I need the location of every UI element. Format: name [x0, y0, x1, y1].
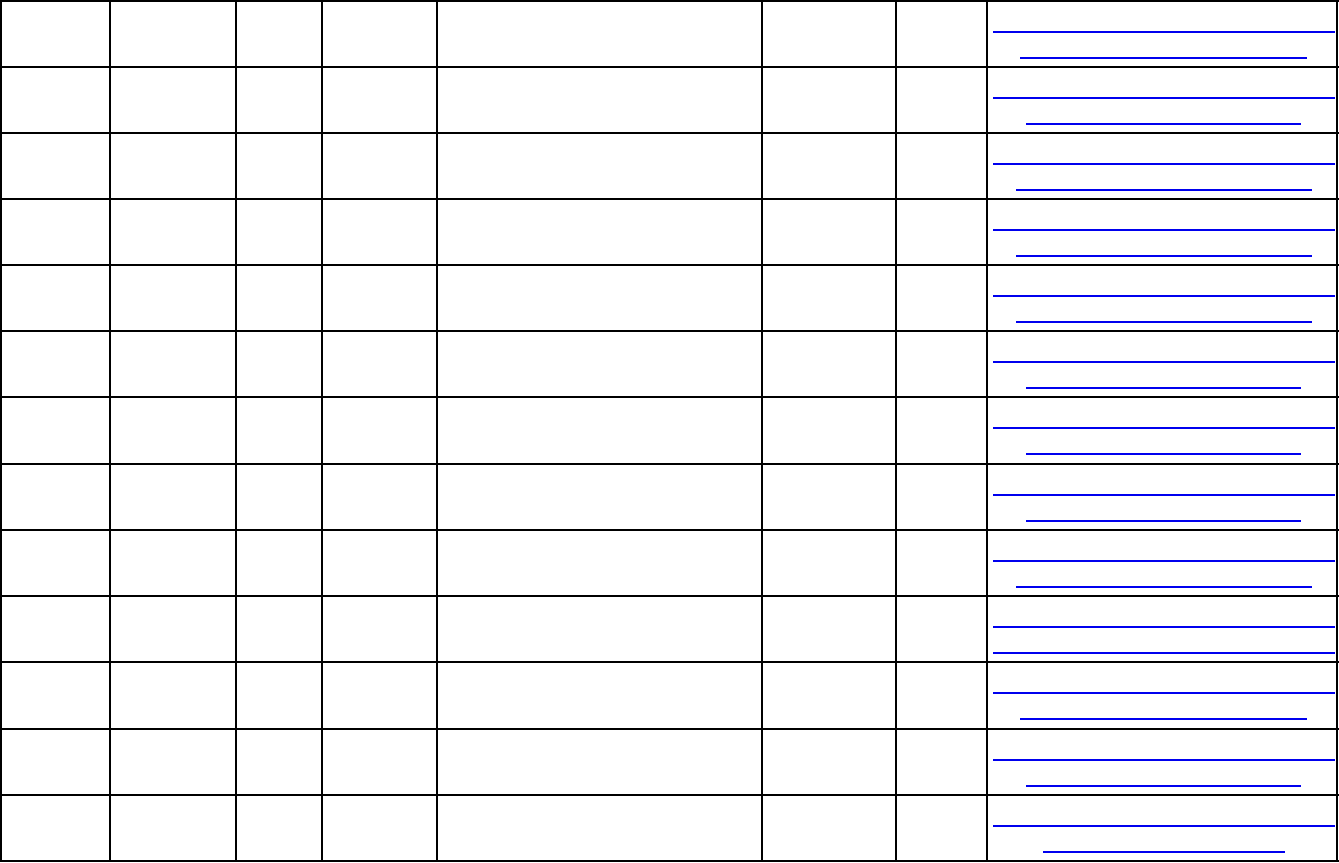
link[interactable] — [993, 759, 1335, 787]
link[interactable] — [993, 361, 1335, 389]
link[interactable] — [993, 560, 1335, 588]
link[interactable] — [993, 31, 1335, 59]
link[interactable] — [993, 295, 1335, 323]
link[interactable] — [993, 626, 1335, 654]
link[interactable] — [993, 163, 1335, 191]
link[interactable] — [993, 692, 1335, 720]
link[interactable] — [993, 229, 1335, 257]
link[interactable] — [993, 825, 1335, 853]
link[interactable] — [993, 427, 1335, 455]
link[interactable] — [993, 97, 1335, 125]
link[interactable] — [993, 494, 1335, 522]
